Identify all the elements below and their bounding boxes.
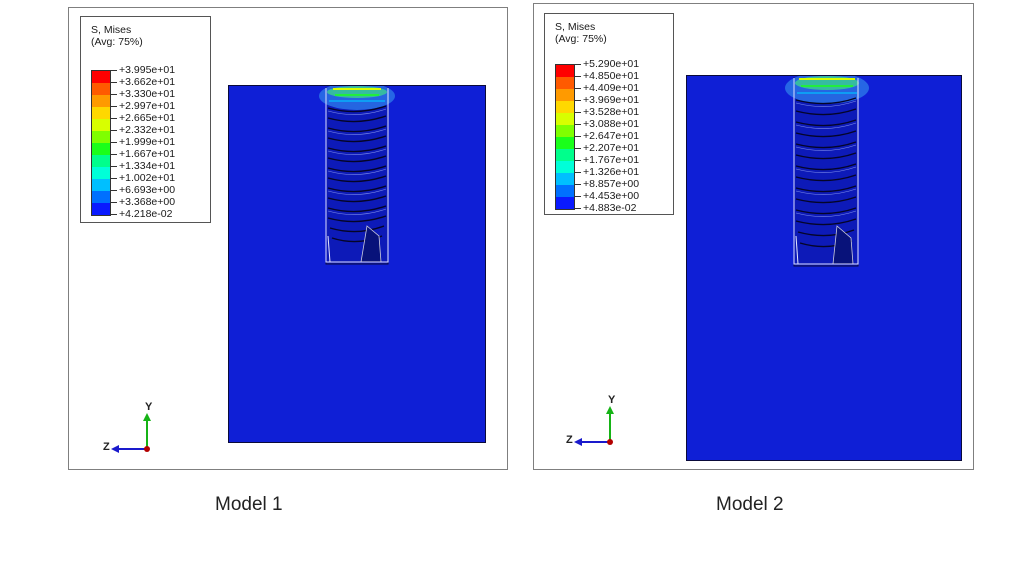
color-swatch — [556, 161, 574, 173]
axis-triad: Y Z — [564, 394, 634, 454]
legend-subtitle: (Avg: 75%) — [91, 36, 143, 48]
color-swatch — [556, 101, 574, 113]
legend-label: +2.665e+01 — [111, 112, 175, 124]
model-2-caption: Model 2 — [716, 494, 784, 515]
color-swatch — [92, 203, 110, 215]
color-scale-bar — [91, 70, 111, 216]
color-swatch — [556, 197, 574, 209]
legend-label: +5.290e+01 — [575, 58, 639, 70]
color-swatch — [92, 119, 110, 131]
legend-title: S, Mises — [91, 24, 132, 36]
color-swatch — [92, 179, 110, 191]
color-swatch — [556, 149, 574, 161]
color-swatch — [556, 77, 574, 89]
color-swatch — [92, 95, 110, 107]
legend-label: +6.693e+00 — [111, 184, 175, 196]
color-swatch — [556, 185, 574, 197]
y-axis-label: Y — [145, 401, 153, 413]
legend-label: +8.857e+00 — [575, 178, 639, 190]
legend-label: +4.850e+01 — [575, 70, 639, 82]
axis-triad: Y Z — [101, 401, 171, 461]
color-swatch — [92, 131, 110, 143]
legend-label: +1.767e+01 — [575, 154, 639, 166]
z-axis-label: Z — [566, 434, 573, 446]
stress-legend: S, Mises (Avg: 75%) +3.995e+01 +3.662e+0… — [80, 16, 211, 223]
legend-labels: +5.290e+01 +4.850e+01 +4.409e+01 +3.969e… — [575, 58, 639, 214]
color-swatch — [556, 173, 574, 185]
legend-label: +3.368e+00 — [111, 196, 175, 208]
color-swatch — [92, 167, 110, 179]
legend-label: +4.453e+00 — [575, 190, 639, 202]
color-swatch — [556, 125, 574, 137]
legend-label: +2.332e+01 — [111, 124, 175, 136]
legend-label: +3.330e+01 — [111, 88, 175, 100]
color-swatch — [92, 143, 110, 155]
color-swatch — [556, 113, 574, 125]
legend-label: +3.969e+01 — [575, 94, 639, 106]
bone-block-model — [686, 75, 962, 461]
model-2-panel: S, Mises (Avg: 75%) +5.290e+01 +4.850e+0… — [533, 3, 974, 470]
bone-block-model — [228, 85, 486, 443]
legend-label: +1.999e+01 — [111, 136, 175, 148]
legend-label: +2.207e+01 — [575, 142, 639, 154]
legend-label: +3.088e+01 — [575, 118, 639, 130]
legend-label: +1.326e+01 — [575, 166, 639, 178]
legend-title: S, Mises — [555, 21, 596, 33]
legend-label: +3.662e+01 — [111, 76, 175, 88]
y-axis-label: Y — [608, 394, 616, 406]
stress-legend: S, Mises (Avg: 75%) +5.290e+01 +4.850e+0… — [544, 13, 674, 215]
color-swatch — [92, 71, 110, 83]
color-swatch — [556, 137, 574, 149]
model-1-panel: S, Mises (Avg: 75%) +3.995e+01 +3.662e+0… — [68, 7, 508, 470]
legend-label: +2.997e+01 — [111, 100, 175, 112]
implant-stress-plot — [785, 76, 869, 267]
model-1-caption: Model 1 — [215, 494, 283, 515]
color-swatch — [92, 155, 110, 167]
color-swatch — [556, 89, 574, 101]
legend-labels: +3.995e+01 +3.662e+01 +3.330e+01 +2.997e… — [111, 64, 175, 220]
legend-label: +1.334e+01 — [111, 160, 175, 172]
implant-stress-plot — [319, 86, 395, 265]
z-axis-label: Z — [103, 441, 110, 453]
color-swatch — [92, 107, 110, 119]
legend-label: +3.995e+01 — [111, 64, 175, 76]
color-swatch — [92, 83, 110, 95]
legend-label: +2.647e+01 — [575, 130, 639, 142]
legend-label: +4.409e+01 — [575, 82, 639, 94]
legend-label: +3.528e+01 — [575, 106, 639, 118]
legend-label: +4.218e-02 — [111, 208, 175, 220]
legend-label: +1.667e+01 — [111, 148, 175, 160]
color-swatch — [92, 191, 110, 203]
color-scale-bar — [555, 64, 575, 210]
legend-label: +4.883e-02 — [575, 202, 639, 214]
color-swatch — [556, 65, 574, 77]
legend-label: +1.002e+01 — [111, 172, 175, 184]
legend-subtitle: (Avg: 75%) — [555, 33, 607, 45]
